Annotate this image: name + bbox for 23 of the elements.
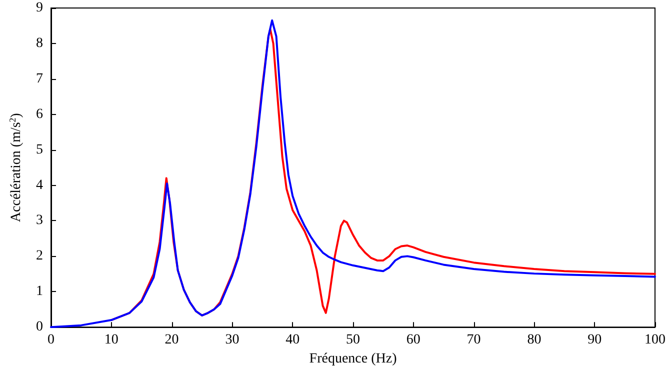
x-tick-label: 70 (466, 332, 481, 348)
x-axis-title: Fréquence (Hz) (309, 352, 398, 366)
x-tick-label: 50 (346, 332, 360, 348)
x-tick-label: 100 (644, 332, 666, 348)
x-tick-label: 60 (406, 332, 420, 348)
y-tick-label: 5 (36, 142, 43, 158)
x-tick-label: 80 (527, 332, 542, 348)
x-tick-label: 40 (286, 332, 300, 348)
x-tick-label: 10 (104, 332, 118, 348)
y-tick-label: 8 (36, 36, 43, 51)
y-tick-label: 4 (36, 178, 43, 193)
y-tick-label: 9 (36, 0, 43, 16)
y-tick-label: 6 (36, 106, 43, 122)
x-tick-label: 20 (164, 332, 179, 348)
x-tick-label: 30 (225, 332, 240, 348)
y-axis-title: Accélération (m/s2) (8, 112, 24, 222)
y-tick-label: 2 (36, 248, 43, 264)
y-tick-label: 3 (36, 213, 43, 228)
x-tick-label: 90 (588, 332, 602, 348)
y-tick-label: 1 (36, 284, 43, 300)
x-tick-label: 0 (48, 332, 54, 348)
y-tick-label: 7 (36, 71, 43, 86)
y-tick-label: 0 (36, 320, 43, 335)
